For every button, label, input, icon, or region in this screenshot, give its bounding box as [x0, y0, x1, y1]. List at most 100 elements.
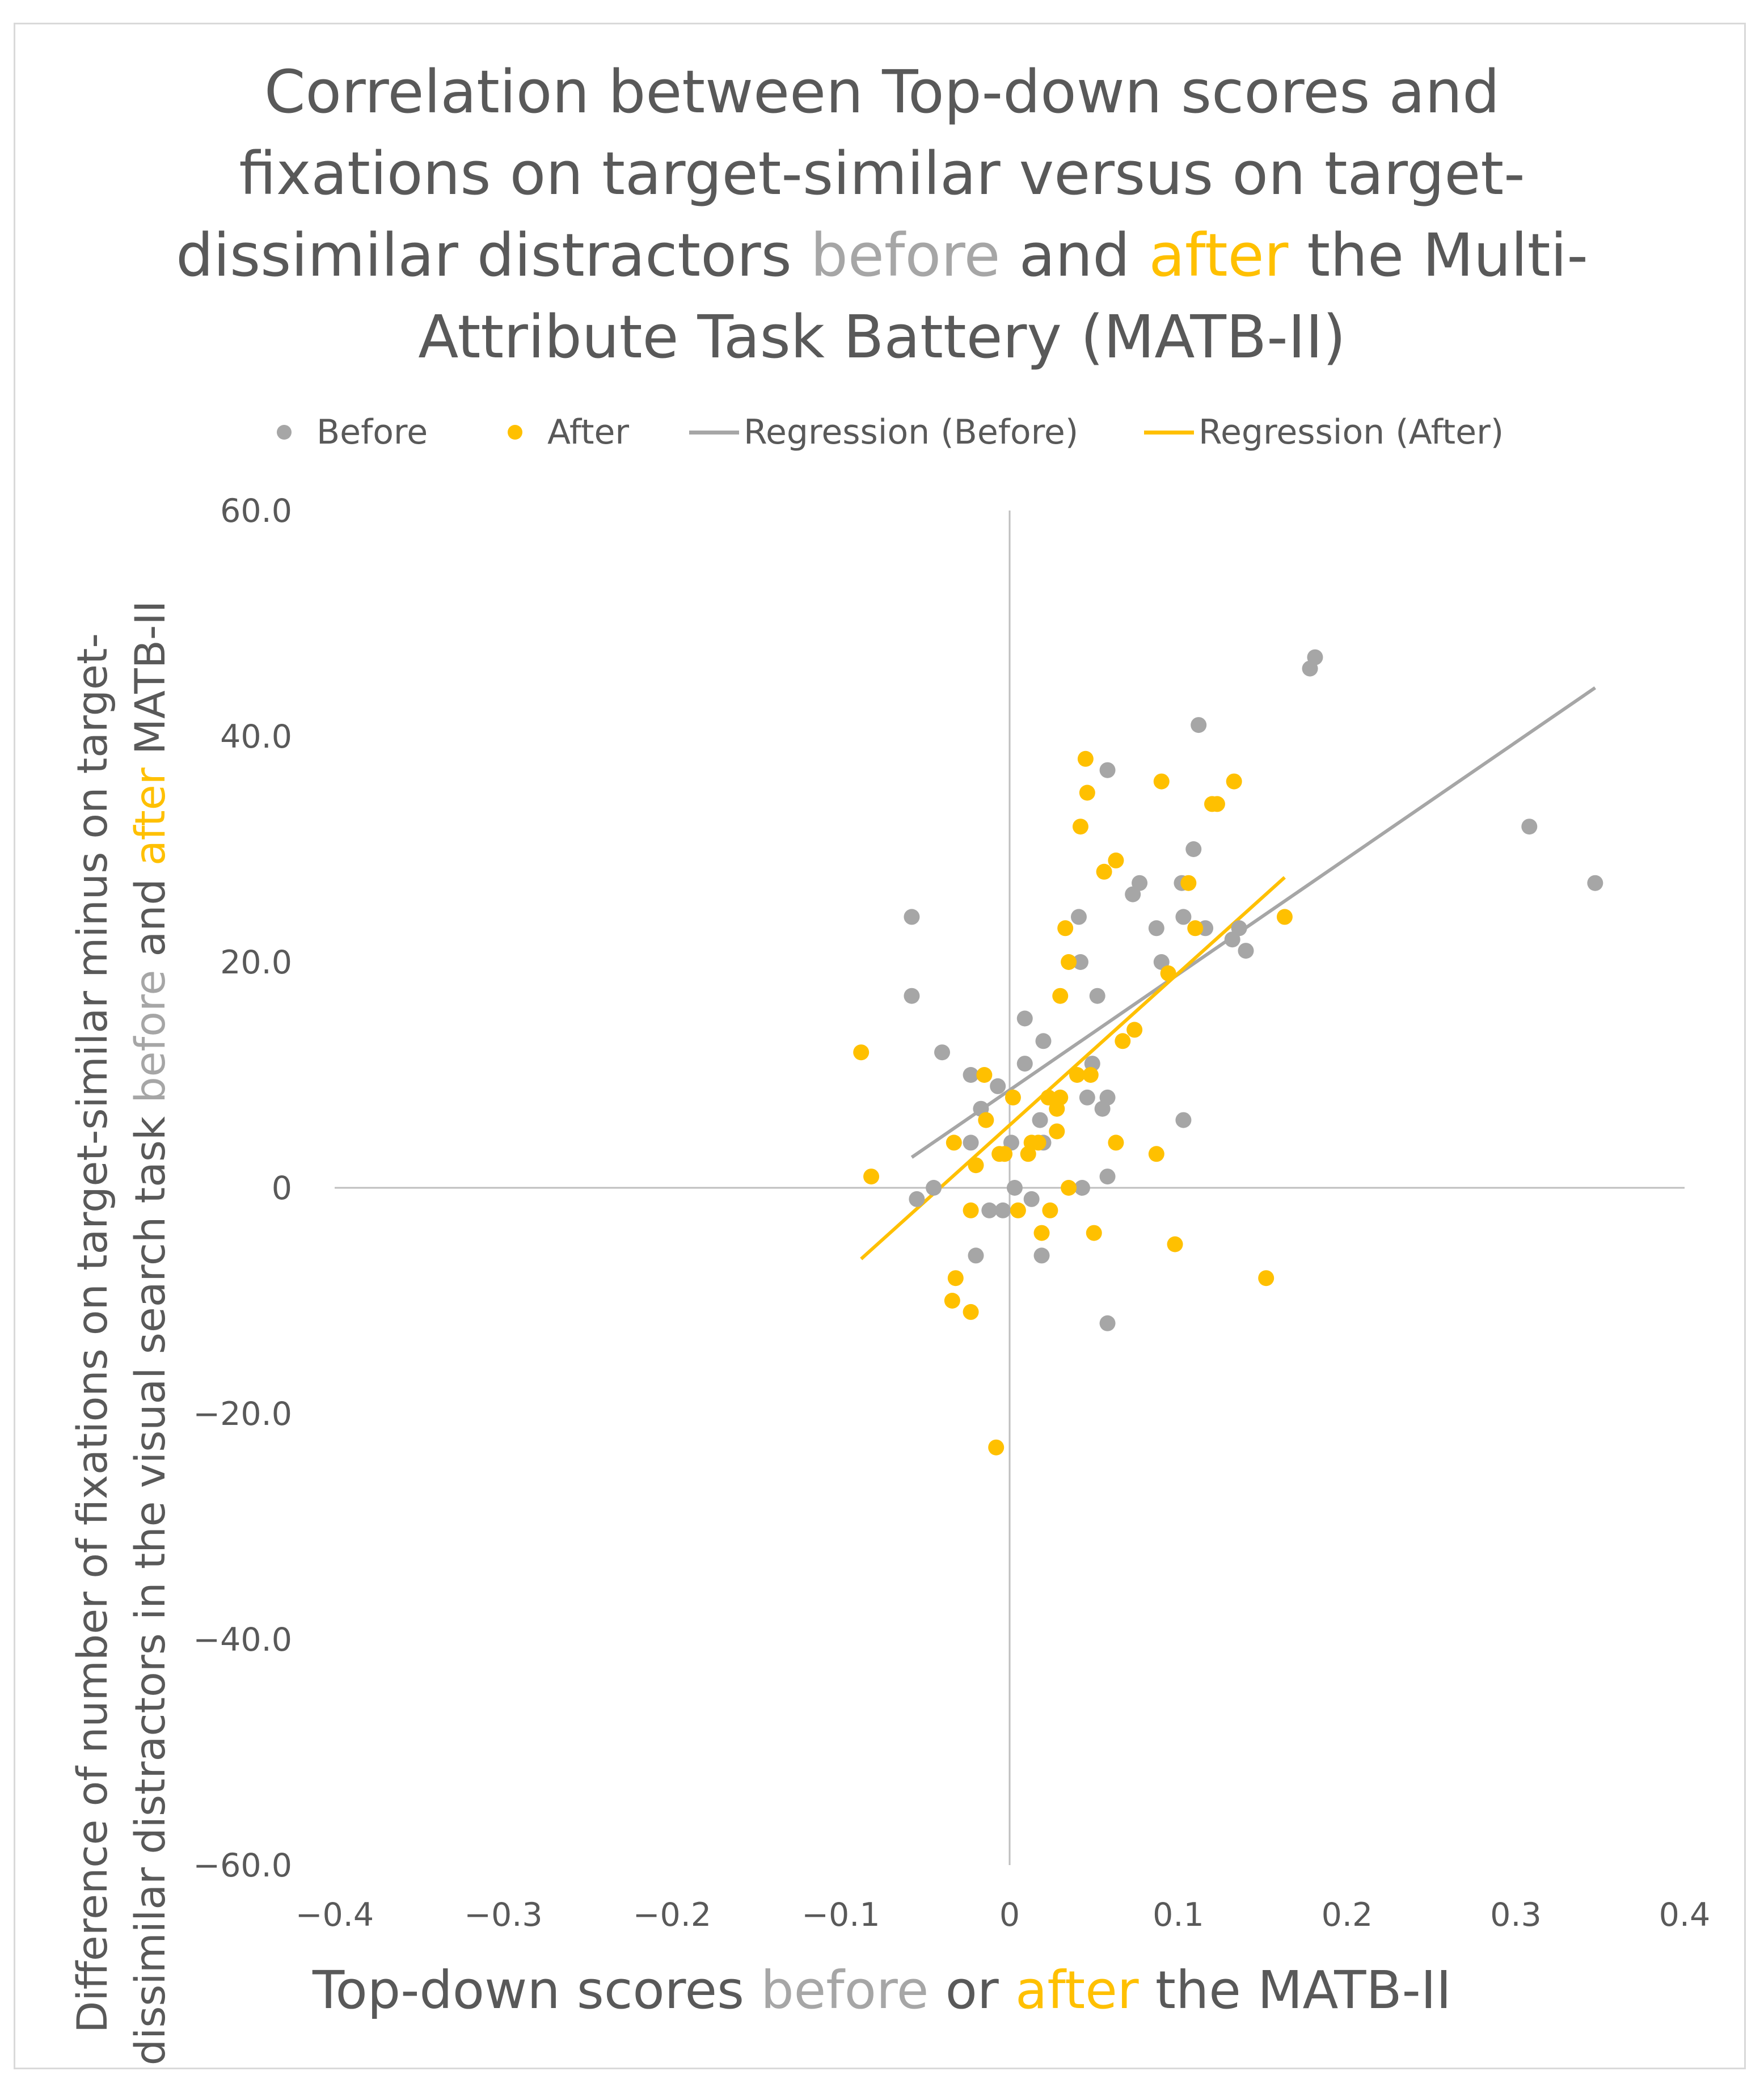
after-point [1079, 784, 1095, 801]
before-point [1231, 920, 1247, 937]
after-point [976, 1067, 993, 1083]
before-point [1099, 762, 1116, 778]
title-line-3-part: the Multi- [1288, 221, 1588, 290]
before-point [1032, 1112, 1048, 1128]
before-point [1016, 1056, 1033, 1072]
before-point [1132, 875, 1148, 891]
after-point [1187, 920, 1204, 937]
before-point [909, 1191, 925, 1207]
legend-before-marker-icon [277, 425, 292, 440]
title-line-4: Attribute Task Battery (MATB-II) [418, 302, 1346, 372]
x-title-after-word: after [1015, 1960, 1139, 2021]
chart-legend: Before After Regression (Before) Regress… [0, 410, 1764, 455]
before-point [1016, 1010, 1033, 1027]
after-point [1042, 1202, 1058, 1218]
before-point [1033, 1247, 1050, 1264]
legend-regression-before-label: Regression (Before) [744, 412, 1079, 452]
after-point [1040, 1089, 1057, 1106]
before-point [963, 1134, 979, 1151]
before-point [1035, 1033, 1052, 1049]
chart-title: Correlation between Top-down scores and … [0, 51, 1764, 378]
before-point [1238, 943, 1254, 959]
after-point [963, 1304, 979, 1320]
x-tick-label: −0.4 [296, 1896, 374, 1934]
x-tick-label: −0.1 [801, 1896, 880, 1934]
after-point [1061, 954, 1077, 970]
after-point [1108, 852, 1124, 868]
y-title-part: and [126, 865, 175, 970]
x-axis-title: Top-down scores before or after the MATB… [0, 1960, 1764, 2021]
before-point [1185, 841, 1202, 857]
legend-after-marker-icon [508, 425, 522, 440]
legend-regression-after-line-icon [1144, 430, 1194, 435]
after-point [944, 1293, 960, 1309]
before-point [1148, 920, 1164, 937]
before-point [926, 1180, 942, 1196]
x-title-before-word: before [761, 1960, 929, 2021]
before-point [1175, 1112, 1192, 1128]
y-tick-label: 0 [272, 1170, 292, 1207]
after-point [863, 1169, 880, 1185]
before-point [1307, 649, 1323, 665]
after-point [997, 1146, 1013, 1162]
after-point [1069, 1067, 1085, 1083]
legend-item-regression-before: Regression (Before) [689, 410, 1078, 455]
y-tick-label: −20.0 [193, 1395, 292, 1433]
x-title-part: Top-down scores [312, 1960, 761, 2021]
y-tick-label: 60.0 [220, 492, 292, 530]
after-point [1115, 1033, 1131, 1049]
before-point [1521, 819, 1538, 835]
y-title-after-word: after [126, 767, 175, 866]
legend-item-before: Before [277, 410, 428, 455]
legend-regression-after-label: Regression (After) [1198, 412, 1504, 452]
after-point [1226, 773, 1242, 790]
before-point [990, 1078, 1006, 1094]
y-tick-label: −60.0 [193, 1847, 292, 1884]
title-line-1: Correlation between Top-down scores and [264, 57, 1500, 126]
before-point [1070, 909, 1087, 925]
after-point [1086, 1225, 1102, 1241]
after-point [1096, 863, 1112, 880]
before-point [1072, 954, 1088, 970]
before-point [1191, 717, 1207, 733]
after-point [1160, 965, 1176, 981]
before-point [1006, 1180, 1023, 1196]
after-point [1052, 988, 1069, 1004]
after-point [963, 1202, 979, 1218]
before-point [968, 1247, 984, 1264]
x-title-part: the MATB-II [1138, 1960, 1452, 2021]
y-tick-label: 40.0 [220, 718, 292, 756]
before-point [904, 909, 920, 925]
after-point [853, 1044, 870, 1061]
after-point [1126, 1022, 1143, 1038]
legend-item-after: After [508, 410, 629, 455]
after-point [1030, 1134, 1046, 1151]
y-title-part: MATB-II [126, 600, 175, 768]
after-point [1258, 1270, 1275, 1287]
x-tick-label: 0.1 [1153, 1896, 1204, 1934]
before-point [981, 1202, 998, 1218]
before-point [904, 988, 920, 1004]
after-point [1057, 920, 1074, 937]
before-point [1023, 1191, 1040, 1207]
y-tick-label: 20.0 [220, 944, 292, 981]
before-point [1089, 988, 1105, 1004]
after-point [1153, 773, 1170, 790]
y-title-before-word: before [126, 969, 175, 1103]
x-tick-label: 0.3 [1490, 1896, 1542, 1934]
after-point [947, 1270, 964, 1287]
title-after-word: after [1149, 221, 1289, 290]
after-point [978, 1112, 994, 1128]
after-point [1180, 875, 1197, 891]
legend-regression-before-line-icon [689, 430, 739, 435]
title-line-3-part: dissimilar distractors [176, 221, 811, 290]
title-line-3: dissimilar distractors before and after … [0, 214, 1764, 296]
before-point [934, 1044, 950, 1061]
after-point [1082, 1067, 1099, 1083]
regression-after-line [860, 876, 1286, 1260]
after-point [1010, 1202, 1026, 1218]
after-point [968, 1157, 984, 1174]
title-line-3-part: and [1000, 221, 1149, 290]
before-point [1099, 1315, 1116, 1331]
